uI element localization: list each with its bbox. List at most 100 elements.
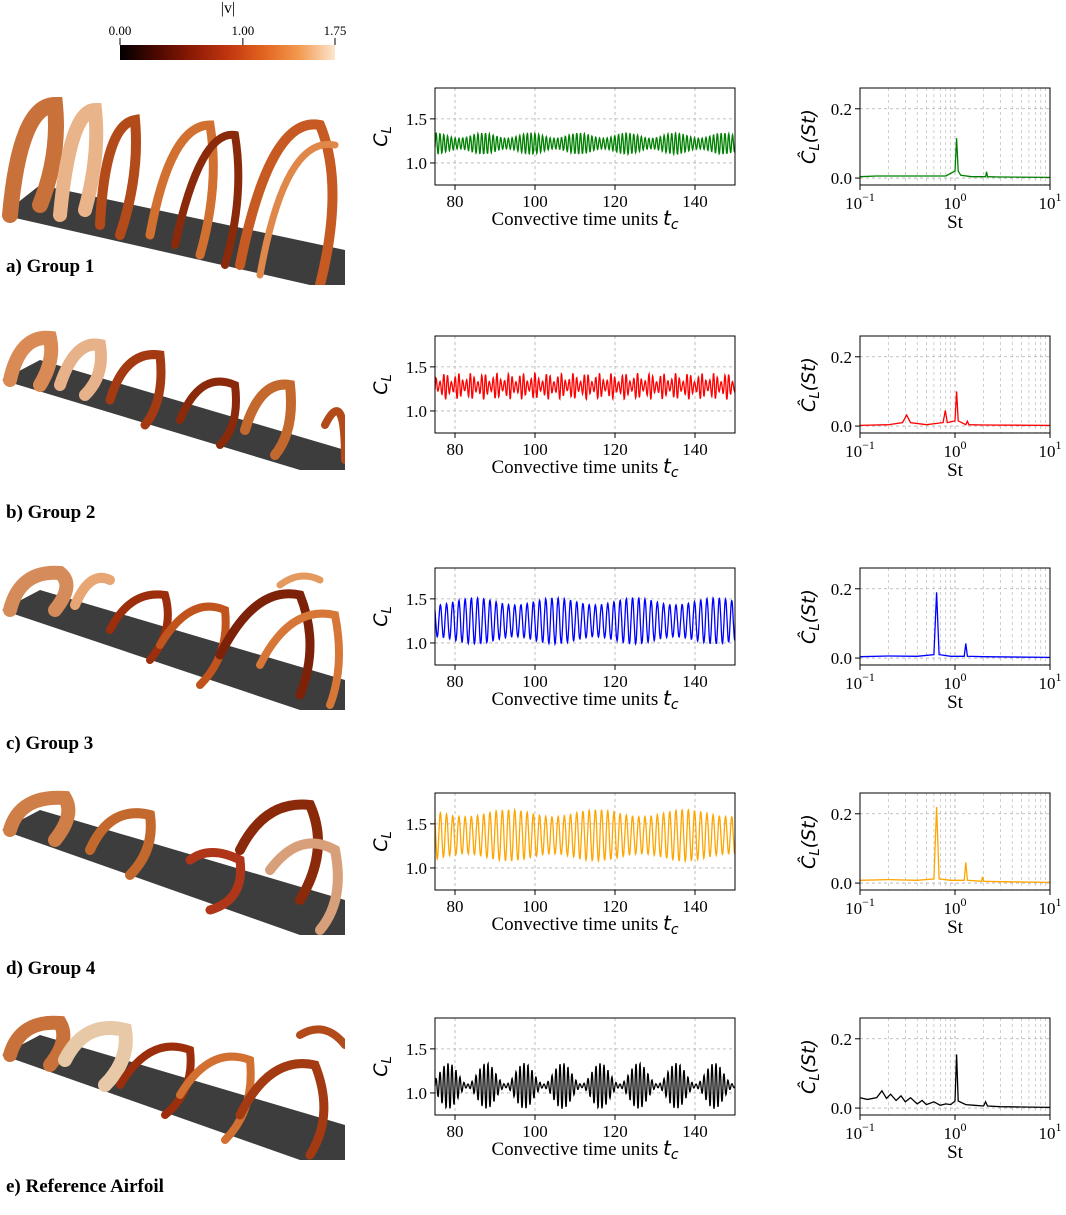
y-tick-label: 1.5 xyxy=(406,815,427,834)
y-tick-label: 0.0 xyxy=(831,1099,852,1118)
y-tick-label: 0.0 xyxy=(831,169,852,188)
x-tick-label: 10−1 xyxy=(845,895,875,918)
vortex-visualization xyxy=(0,790,345,990)
x-axis-label: St xyxy=(947,460,964,481)
y-tick-label: 0.0 xyxy=(831,874,852,893)
lift-time-series-chart: 80 100 120 140 1.0 1.5 Convective time units t… xyxy=(370,567,736,713)
y-axis-label: ĈL(St) xyxy=(796,1039,823,1094)
spectrum-series-line xyxy=(859,138,1051,179)
x-tick-label: 101 xyxy=(1039,438,1062,461)
spectrum-series-line xyxy=(859,391,1051,427)
y-tick-label: 1.0 xyxy=(406,634,427,653)
x-tick-label: 120 xyxy=(602,897,628,916)
y-tick-label: 1.5 xyxy=(406,358,427,377)
lift-time-series-chart: 80 100 120 140 1.0 1.5 Convective time units t… xyxy=(370,1017,736,1163)
vortex-visualization xyxy=(0,565,345,765)
panel-label: d) Group 4 xyxy=(6,958,96,979)
x-tick-label: 140 xyxy=(682,897,708,916)
x-tick-label: 100 xyxy=(522,192,548,211)
colorbar-svg: |v| 0.00 1.00 1.75 xyxy=(109,0,347,60)
colorbar-tick-label: 1.75 xyxy=(324,23,347,38)
x-axis-label: Convective time units tc xyxy=(491,1136,678,1163)
colorbar-gradient xyxy=(120,45,335,60)
y-tick-label: 1.5 xyxy=(406,1040,427,1059)
lift-time-series-chart: 80 100 120 140 1.0 1.5 Convective time units t… xyxy=(370,87,736,233)
x-tick-label: 101 xyxy=(1039,1120,1062,1143)
x-axis-label: St xyxy=(947,1142,964,1163)
x-tick-label: 80 xyxy=(447,672,464,691)
lift-spectrum-chart: 10−1 100 101 0.0 0.2 St ĈL(St) xyxy=(796,792,1062,938)
x-tick-label: 80 xyxy=(447,1122,464,1141)
colorbar-tick-label: 1.00 xyxy=(231,23,254,38)
x-axis-label: Convective time units tc xyxy=(491,686,678,713)
axes-frame xyxy=(434,1017,736,1116)
y-tick-label: 0.0 xyxy=(831,649,852,668)
y-tick-label: 0.2 xyxy=(831,580,852,599)
x-tick-label: 120 xyxy=(602,440,628,459)
x-tick-label: 100 xyxy=(944,1120,967,1143)
panel-label: c) Group 3 xyxy=(6,733,94,754)
x-axis-label: Convective time units tc xyxy=(491,454,678,481)
lift-spectrum-chart: 10−1 100 101 0.0 0.2 St ĈL(St) xyxy=(796,335,1062,481)
x-tick-label: 101 xyxy=(1039,190,1062,213)
panel-label: a) Group 1 xyxy=(6,256,95,277)
lift-series-line xyxy=(434,131,736,157)
x-tick-label: 80 xyxy=(447,897,464,916)
x-tick-label: 140 xyxy=(682,672,708,691)
lift-series-line xyxy=(434,807,736,864)
y-tick-label: 0.2 xyxy=(831,100,852,119)
lift-spectrum-chart: 10−1 100 101 0.0 0.2 St ĈL(St) xyxy=(796,567,1062,713)
y-axis-label: CL xyxy=(370,126,395,147)
y-axis-label: ĈL(St) xyxy=(796,357,823,412)
colorbar: |v| 0.00 1.00 1.75 xyxy=(0,0,400,70)
lift-time-series-chart: 80 100 120 140 1.0 1.5 Convective time units t… xyxy=(370,335,736,481)
spectrum-series-line xyxy=(859,592,1051,659)
y-tick-label: 1.0 xyxy=(406,859,427,878)
colorbar-tick-label: 0.00 xyxy=(109,23,132,38)
y-axis-label: ĈL(St) xyxy=(796,109,823,164)
y-tick-label: 0.0 xyxy=(831,417,852,436)
x-axis-label: Convective time units tc xyxy=(491,206,678,233)
y-tick-label: 1.5 xyxy=(406,110,427,129)
y-tick-label: 1.5 xyxy=(406,590,427,609)
y-axis-label: CL xyxy=(370,606,395,627)
x-tick-label: 101 xyxy=(1039,895,1062,918)
spectrum-series-line xyxy=(859,806,1051,884)
vortex-image xyxy=(2,96,345,290)
lift-spectrum-chart: 10−1 100 101 0.0 0.2 St ĈL(St) xyxy=(796,1017,1062,1163)
y-tick-label: 1.0 xyxy=(406,402,427,421)
vortex-image xyxy=(2,1015,349,1160)
x-tick-label: 140 xyxy=(682,440,708,459)
x-tick-label: 10−1 xyxy=(845,670,875,693)
x-tick-label: 120 xyxy=(602,672,628,691)
x-tick-label: 101 xyxy=(1039,670,1062,693)
y-tick-label: 0.2 xyxy=(831,1030,852,1049)
x-tick-label: 80 xyxy=(447,192,464,211)
axes-frame xyxy=(434,335,736,434)
lift-series-line xyxy=(434,1061,736,1110)
x-tick-label: 100 xyxy=(944,670,967,693)
lift-spectrum-chart: 10−1 100 101 0.0 0.2 St ĈL(St) xyxy=(796,87,1062,233)
y-axis-label: CL xyxy=(370,374,395,395)
vortex-image xyxy=(2,565,345,710)
y-tick-label: 0.2 xyxy=(831,805,852,824)
axes-frame xyxy=(434,792,736,891)
x-tick-label: 80 xyxy=(447,440,464,459)
x-tick-label: 100 xyxy=(522,1122,548,1141)
lift-series-line xyxy=(434,371,736,402)
x-tick-label: 100 xyxy=(944,895,967,918)
x-tick-label: 10−1 xyxy=(845,1120,875,1143)
x-axis-label: St xyxy=(947,212,964,233)
y-tick-label: 0.2 xyxy=(831,348,852,367)
y-axis-label: ĈL(St) xyxy=(796,589,823,644)
vortex-visualization xyxy=(0,330,349,530)
y-axis-label: ĈL(St) xyxy=(796,814,823,869)
axes-frame xyxy=(434,87,736,186)
vortex-visualization xyxy=(0,1015,349,1215)
x-tick-label: 120 xyxy=(602,192,628,211)
x-axis-label: Convective time units tc xyxy=(491,911,678,938)
x-tick-label: 10−1 xyxy=(845,190,875,213)
x-tick-label: 100 xyxy=(522,440,548,459)
panel-label: e) Reference Airfoil xyxy=(6,1176,164,1197)
y-tick-label: 1.0 xyxy=(406,1084,427,1103)
